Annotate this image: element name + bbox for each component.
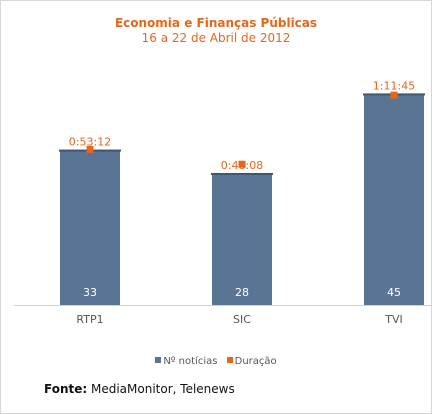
legend-swatch-duracao — [226, 357, 233, 363]
legend-item-duracao: Duração — [226, 356, 277, 367]
category-label: TVI — [384, 313, 403, 326]
bar-cap-sic — [211, 172, 273, 175]
legend-label-duracao: Duração — [234, 356, 277, 367]
source-text: MediaMonitor, Telenews — [87, 382, 235, 396]
bar-value-label: 28 — [235, 286, 249, 299]
bar-sic — [212, 173, 272, 305]
chart-title: Economia e Finanças Públicas — [114, 16, 318, 30]
duration-point — [238, 160, 246, 168]
bar-value-label: 33 — [83, 286, 97, 299]
duration-label: 0:48:08 — [221, 159, 263, 172]
duration-point — [390, 91, 398, 99]
legend-label-noticias: Nº notícias — [163, 356, 218, 367]
bar-rtp1 — [60, 150, 120, 305]
bar-value-label: 45 — [387, 286, 401, 299]
duration-label: 1:11:45 — [373, 79, 415, 92]
legend-swatch-noticias — [155, 357, 162, 363]
chart-subtitle: 16 a 22 de Abril de 2012 — [141, 31, 291, 45]
source-label: Fonte: — [44, 382, 88, 396]
bar-tvi — [364, 94, 424, 306]
duration-point — [86, 145, 94, 153]
source-note: Fonte: MediaMonitor, Telenews — [44, 382, 235, 396]
chart-legend: Nº notícias Duração — [0, 356, 432, 367]
legend-item-noticias: Nº notícias — [155, 356, 217, 367]
duration-label: 0:53:12 — [69, 136, 111, 149]
category-label: SIC — [233, 313, 251, 326]
category-label: RTP1 — [76, 313, 103, 326]
